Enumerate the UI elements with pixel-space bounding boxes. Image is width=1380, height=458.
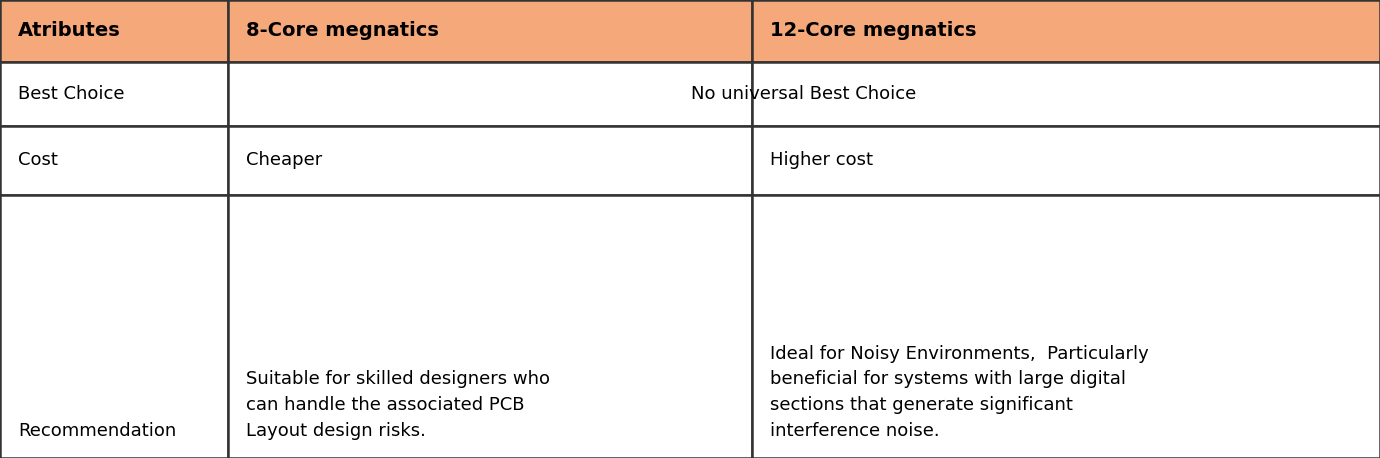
Text: Ideal for Noisy Environments,  Particularly
beneficial for systems with large di: Ideal for Noisy Environments, Particular…: [770, 344, 1148, 440]
Text: Cheaper: Cheaper: [246, 151, 322, 169]
Text: 8-Core megnatics: 8-Core megnatics: [246, 22, 439, 40]
Text: Suitable for skilled designers who
can handle the associated PCB
Layout design r: Suitable for skilled designers who can h…: [246, 370, 549, 440]
Bar: [752, 0, 1380, 62]
Bar: [228, 195, 752, 458]
Text: Atributes: Atributes: [18, 22, 120, 40]
Bar: [752, 62, 1380, 126]
Bar: [228, 62, 752, 126]
Bar: [0, 195, 228, 458]
Text: Cost: Cost: [18, 151, 58, 169]
Bar: [0, 0, 228, 62]
Text: No universal Best Choice: No universal Best Choice: [691, 85, 916, 103]
Bar: [228, 0, 752, 62]
Text: Recommendation: Recommendation: [18, 422, 177, 440]
Bar: [0, 62, 228, 126]
Bar: [752, 126, 1380, 195]
Text: 12-Core megnatics: 12-Core megnatics: [770, 22, 977, 40]
Text: Higher cost: Higher cost: [770, 151, 874, 169]
Bar: [228, 126, 752, 195]
Bar: [752, 195, 1380, 458]
Text: Best Choice: Best Choice: [18, 85, 124, 103]
Bar: [0, 126, 228, 195]
